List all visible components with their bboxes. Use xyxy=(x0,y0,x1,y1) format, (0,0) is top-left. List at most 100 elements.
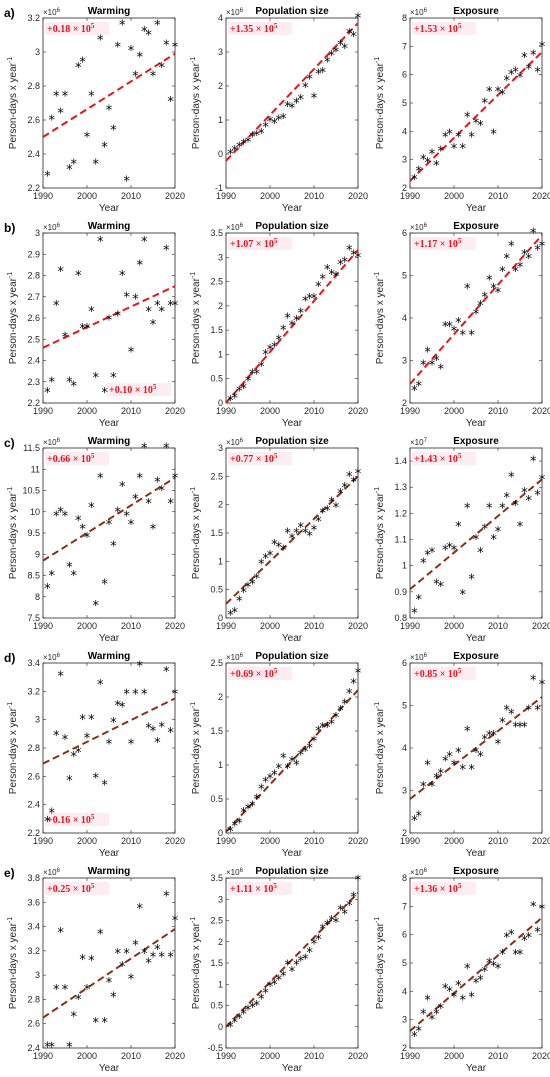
x-tick-label: 2020 xyxy=(165,406,185,416)
data-point-marker: * xyxy=(271,538,278,553)
y-tick-label: 2.2 xyxy=(27,828,40,838)
data-point-marker: * xyxy=(468,763,475,778)
x-tick-label: 1990 xyxy=(33,621,53,631)
chart-title: Population size xyxy=(255,651,329,662)
y-tick-label: 3.8 xyxy=(27,873,40,883)
x-tick-label: 1990 xyxy=(33,406,53,416)
x-tick-label: 2020 xyxy=(165,191,185,201)
y-tick-label: 0.5 xyxy=(210,585,223,595)
y-tick-label: 2 xyxy=(402,398,407,408)
chart-panel-5-3: 2 3 4 5 6 7 8 1990 2000 2010 2020 ×106 Exposure Year P… xyxy=(374,866,550,1074)
x-tick-label: 2010 xyxy=(304,621,324,631)
x-tick-label: 2020 xyxy=(532,621,550,631)
data-point-marker: * xyxy=(93,771,100,786)
data-point-marker: * xyxy=(93,1016,100,1031)
data-point-marker: * xyxy=(446,128,453,143)
data-point-marker: * xyxy=(284,959,291,974)
data-point-marker: * xyxy=(79,522,86,537)
data-point-marker: * xyxy=(424,346,431,361)
y-axis-label-text: Person-days x year xyxy=(375,492,386,579)
data-point-marker: * xyxy=(167,95,174,110)
chart-panel-4-1: 2.2 2.4 2.6 2.8 3 3.2 3.4 1990 2000 2010 2020 ×106 W… xyxy=(7,651,185,859)
data-point-marker: * xyxy=(115,40,122,55)
x-tick-label: 2010 xyxy=(121,621,141,631)
data-point-marker: * xyxy=(159,950,166,965)
trend-annotation-value: +0.85 × 10 xyxy=(414,669,458,680)
data-point-marker: * xyxy=(62,733,69,748)
y-tick-label: 4 xyxy=(402,313,407,323)
data-point-marker: * xyxy=(320,721,327,736)
data-point-marker: * xyxy=(455,746,462,761)
data-point-marker: * xyxy=(84,322,91,337)
data-point-marker: * xyxy=(106,737,113,752)
data-point-marker: * xyxy=(411,173,418,188)
y-tick-label: 8.5 xyxy=(27,571,40,581)
data-point-marker: * xyxy=(145,29,152,44)
data-point-marker: * xyxy=(328,49,335,64)
data-point-marker: * xyxy=(416,593,423,608)
y-tick-label: 1.5 xyxy=(210,325,223,335)
chart-title: Exposure xyxy=(453,221,499,232)
y-axis-label-superscript: -1 xyxy=(374,57,381,63)
data-point-marker: * xyxy=(504,491,511,506)
data-point-marker: * xyxy=(240,806,247,821)
data-point-marker: * xyxy=(97,471,104,486)
data-point-marker: * xyxy=(137,258,144,273)
data-point-marker: * xyxy=(240,1008,247,1023)
data-point-marker: * xyxy=(320,273,327,288)
data-point-marker: * xyxy=(298,748,305,763)
data-point-marker: * xyxy=(350,891,357,906)
data-point-marker: * xyxy=(539,239,546,254)
data-point-marker: * xyxy=(267,772,274,787)
annotation-background xyxy=(228,882,292,895)
chart-title: Exposure xyxy=(453,6,499,17)
data-point-marker: * xyxy=(482,733,489,748)
data-point-marker: * xyxy=(490,959,497,974)
x-tick-label: 2020 xyxy=(532,1051,550,1061)
x-tick-label: 2020 xyxy=(165,621,185,631)
trend-line xyxy=(225,249,359,404)
data-point-marker: * xyxy=(521,248,528,263)
y-tick-label: 0.5 xyxy=(210,794,223,804)
data-point-marker: * xyxy=(333,46,340,61)
trend-annotation: +1.17 × 105 xyxy=(414,237,462,250)
data-point-marker: * xyxy=(298,93,305,108)
data-point-marker: * xyxy=(486,729,493,744)
data-point-marker: * xyxy=(411,814,418,829)
trend-annotation-value: +0.25 × 10 xyxy=(47,884,91,895)
data-point-marker: * xyxy=(53,90,60,105)
trend-annotation-exponent: 5 xyxy=(458,882,462,890)
x-tick-label: 2000 xyxy=(77,406,97,416)
y-tick-label: 7 xyxy=(402,901,407,911)
y-axis-label: Person-days x year-1 xyxy=(374,487,386,579)
data-point-marker: * xyxy=(262,552,269,567)
data-point-marker: * xyxy=(75,993,82,1008)
data-point-marker: * xyxy=(236,141,243,156)
data-point-marker: * xyxy=(123,947,130,962)
trend-annotation-value: +0.66 × 10 xyxy=(47,454,91,465)
y-axis-label-superscript: -1 xyxy=(374,917,381,923)
data-point-marker: * xyxy=(526,931,533,946)
y-tick-label: 3 xyxy=(218,894,223,904)
chart-panel-2-2: 0 0.5 1 1.5 2 2.5 3 3.5 1990 2000 2010 2020 ×106 Popu… xyxy=(190,221,368,429)
data-point-marker: * xyxy=(84,131,91,146)
y-tick-label: 3 xyxy=(35,715,40,725)
data-point-marker: * xyxy=(280,112,287,127)
trend-annotation-value: +0.16 × 10 xyxy=(47,815,91,826)
x-tick-label: 1990 xyxy=(400,836,420,846)
data-point-marker: * xyxy=(62,510,69,525)
x-axis-label: Year xyxy=(282,848,303,859)
trend-annotation: +0.85 × 105 xyxy=(414,667,462,680)
trend-annotation-value: +1.35 × 10 xyxy=(230,24,274,35)
x-tick-label: 2010 xyxy=(304,191,324,201)
data-point-marker: * xyxy=(464,962,471,977)
data-point-marker: * xyxy=(254,999,261,1014)
y-exponent-label: ×106 xyxy=(43,223,61,232)
plot-frame xyxy=(409,447,543,619)
data-point-marker: * xyxy=(232,606,239,621)
data-point-marker: * xyxy=(486,273,493,288)
trend-annotation: +0.66 × 105 xyxy=(47,452,95,465)
data-point-marker: * xyxy=(271,341,278,356)
data-point-marker: * xyxy=(508,68,515,83)
